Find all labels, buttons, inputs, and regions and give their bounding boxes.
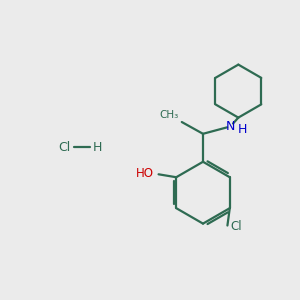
Text: H: H xyxy=(238,123,247,136)
Text: CH₃: CH₃ xyxy=(159,110,178,120)
Text: H: H xyxy=(92,141,102,154)
Text: N: N xyxy=(225,120,235,133)
Text: HO: HO xyxy=(136,167,154,180)
Text: Cl: Cl xyxy=(231,220,242,233)
Text: Cl: Cl xyxy=(58,141,71,154)
